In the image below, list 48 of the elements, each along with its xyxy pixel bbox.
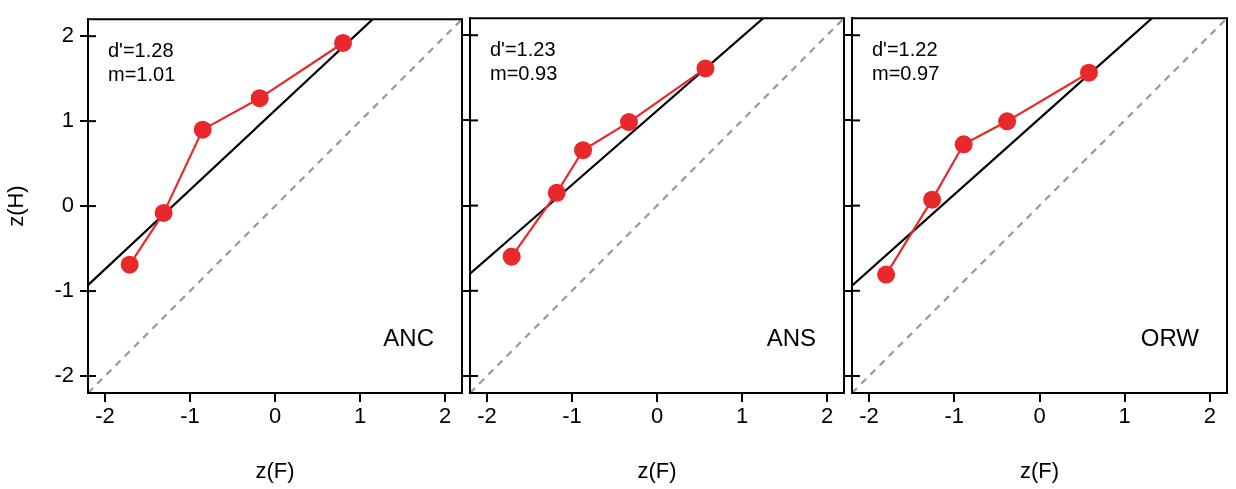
x-tick-label: -1 xyxy=(944,403,965,429)
x-tick-label: 0 xyxy=(268,403,282,429)
annotation: d'=1.23 xyxy=(490,37,556,60)
point xyxy=(120,255,139,274)
y-tick-label: -2 xyxy=(54,362,74,388)
point xyxy=(574,141,593,160)
annotation: m=0.93 xyxy=(490,61,558,84)
point xyxy=(1079,63,1098,82)
point xyxy=(193,120,212,139)
x-axis-title: z(F) xyxy=(637,457,677,483)
annotation: ANS xyxy=(766,323,816,351)
y-tick-label: 0 xyxy=(61,192,74,218)
x-tick-label: 1 xyxy=(735,403,749,429)
annotation: ANC xyxy=(383,323,434,351)
annotation: m=0.97 xyxy=(872,61,940,84)
point xyxy=(923,190,942,209)
y-tick-label: 1 xyxy=(61,107,74,133)
annotation: ORW xyxy=(1140,323,1200,351)
y-axis-title: z(H) xyxy=(3,185,29,227)
point xyxy=(696,59,715,78)
x-tick-label: -1 xyxy=(180,403,200,429)
x-tick-label: 0 xyxy=(650,403,664,429)
x-tick-label: 2 xyxy=(1203,403,1217,429)
x-tick-label: 1 xyxy=(1118,403,1131,429)
x-axis-title: z(F) xyxy=(255,457,295,483)
x-tick-label: 2 xyxy=(438,403,452,429)
point xyxy=(954,135,973,154)
x-tick-label: 0 xyxy=(1033,403,1046,429)
x-tick-label: -2 xyxy=(859,403,879,429)
annotation: d'=1.22 xyxy=(872,37,938,60)
point xyxy=(154,203,173,222)
point xyxy=(502,247,521,266)
point xyxy=(619,113,638,132)
y-tick-label: 2 xyxy=(61,22,74,48)
x-tick-label: -2 xyxy=(477,403,497,429)
x-axis-title: z(F) xyxy=(1019,457,1060,483)
annotation: d'=1.28 xyxy=(108,38,174,61)
point xyxy=(334,33,352,52)
point xyxy=(547,183,566,202)
y-tick-label: -1 xyxy=(54,277,74,303)
x-tick-label: 2 xyxy=(820,403,834,429)
x-tick-label: 1 xyxy=(353,403,367,429)
annotation: m=1.01 xyxy=(108,62,176,85)
point xyxy=(998,112,1017,131)
point xyxy=(877,265,896,284)
x-tick-label: -1 xyxy=(562,403,582,429)
x-tick-label: -2 xyxy=(95,403,115,429)
point xyxy=(250,89,269,108)
